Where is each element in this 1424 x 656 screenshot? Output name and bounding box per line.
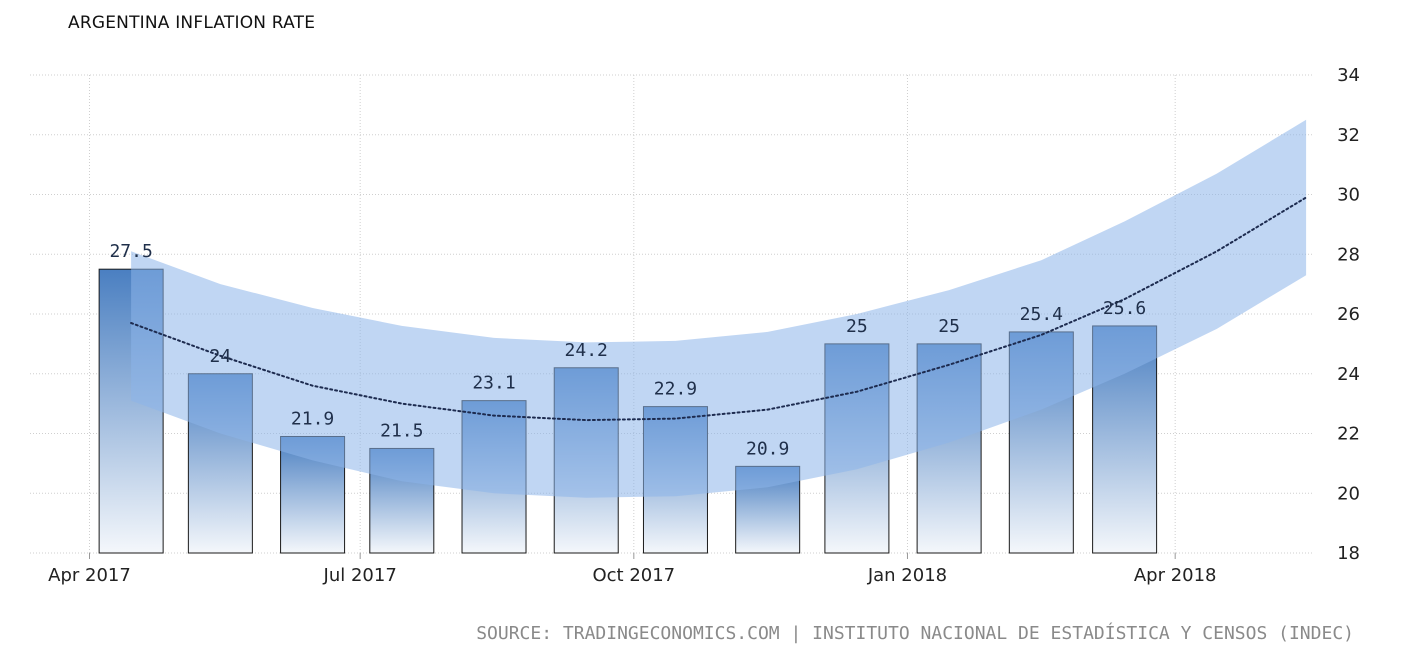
- forecast-band: [131, 119, 1307, 498]
- trend-line: [130, 196, 1308, 422]
- chart-title: ARGENTINA INFLATION RATE: [68, 13, 316, 33]
- y-tick-label: 32: [1337, 125, 1360, 146]
- y-tick-label: 22: [1337, 424, 1360, 445]
- bar-value-label: 20.9: [746, 438, 789, 459]
- y-tick-label: 28: [1337, 244, 1360, 265]
- x-tick-label: Apr 2018: [1134, 565, 1217, 586]
- bar-value-label: 24.2: [565, 340, 608, 361]
- bar-value-label: 25.6: [1103, 298, 1146, 319]
- source-citation: SOURCE: TRADINGECONOMICS.COM | INSTITUTO…: [476, 623, 1354, 644]
- bar-value-label: 25.4: [1020, 304, 1063, 325]
- y-tick-label: 18: [1337, 543, 1360, 564]
- bar-value-label: 27.5: [109, 241, 152, 262]
- x-tick-label: Apr 2017: [48, 565, 131, 586]
- y-tick-label: 26: [1337, 304, 1360, 325]
- axis-labels: 18 20 22 24 26 28 30 32 34 Apr 2017 Jul 2017 Oct 20…: [48, 65, 1360, 586]
- x-tick-label: Oct 2017: [592, 565, 675, 586]
- y-tick-label: 24: [1337, 364, 1360, 385]
- y-tick-label: 34: [1337, 65, 1360, 86]
- bar-value-label: 25: [938, 316, 960, 337]
- data-labels: 27.5 24 21.9 21.5 23.1 24.2 22.9 20.9 25 25 25.4 25…: [109, 241, 1146, 459]
- bar-value-label: 23.1: [472, 373, 515, 394]
- forecast-band-layer: [131, 119, 1307, 498]
- x-tick-label: Jul 2017: [323, 565, 397, 586]
- bar-value-label: 24: [210, 346, 232, 367]
- trend-line-layer: [130, 196, 1308, 422]
- bar-value-label: 22.9: [654, 379, 697, 400]
- bar-value-label: 25: [846, 316, 868, 337]
- bar-value-label: 21.9: [291, 408, 334, 429]
- bar-value-label: 21.5: [380, 420, 423, 441]
- y-tick-label: 20: [1337, 483, 1360, 504]
- x-tick-label: Jan 2018: [867, 565, 947, 586]
- y-tick-label: 30: [1337, 185, 1360, 206]
